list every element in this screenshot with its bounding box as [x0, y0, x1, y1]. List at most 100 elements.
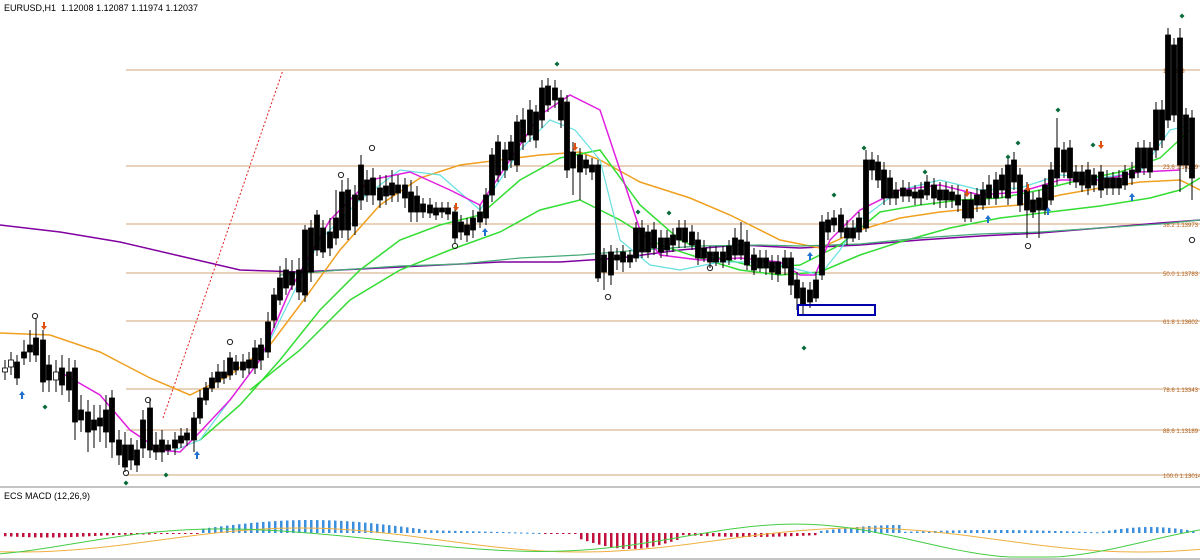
- candle[interactable]: [414, 186, 420, 222]
- candle[interactable]: [639, 220, 645, 258]
- candle[interactable]: [1030, 192, 1036, 218]
- candlesticks[interactable]: [2, 28, 1195, 472]
- candle[interactable]: [751, 248, 757, 275]
- candle[interactable]: [813, 272, 819, 302]
- candle[interactable]: [831, 210, 837, 232]
- candle[interactable]: [651, 222, 657, 255]
- candle[interactable]: [345, 178, 351, 240]
- candle[interactable]: [1042, 178, 1048, 215]
- candle[interactable]: [489, 148, 495, 202]
- candle[interactable]: [999, 168, 1005, 198]
- candle[interactable]: [1067, 140, 1073, 185]
- candle[interactable]: [1085, 162, 1091, 195]
- candle[interactable]: [993, 172, 999, 205]
- candle[interactable]: [40, 330, 46, 392]
- candle[interactable]: [539, 80, 545, 128]
- candle[interactable]: [1098, 165, 1104, 198]
- candle[interactable]: [595, 160, 601, 282]
- candle[interactable]: [78, 395, 84, 432]
- candle[interactable]: [614, 248, 620, 270]
- candle[interactable]: [427, 198, 433, 218]
- candle[interactable]: [931, 178, 937, 205]
- candle[interactable]: [1011, 152, 1017, 190]
- candle[interactable]: [308, 220, 314, 282]
- candle[interactable]: [215, 364, 221, 388]
- candle[interactable]: [738, 222, 744, 260]
- candle[interactable]: [887, 170, 893, 205]
- candle[interactable]: [918, 182, 924, 205]
- candle[interactable]: [221, 360, 227, 384]
- candle[interactable]: [59, 355, 65, 395]
- candle[interactable]: [445, 202, 451, 220]
- candle[interactable]: [775, 255, 781, 282]
- candle[interactable]: [819, 215, 825, 280]
- candle[interactable]: [1122, 165, 1128, 190]
- candle[interactable]: [420, 198, 426, 218]
- candle[interactable]: [433, 202, 439, 220]
- candle[interactable]: [240, 354, 246, 378]
- candle[interactable]: [689, 225, 695, 250]
- candle[interactable]: [464, 218, 470, 242]
- candle[interactable]: [720, 246, 726, 268]
- candle[interactable]: [209, 372, 215, 392]
- candle[interactable]: [732, 228, 738, 260]
- candle[interactable]: [14, 355, 20, 385]
- candle[interactable]: [477, 205, 483, 228]
- candle[interactable]: [103, 395, 109, 448]
- candle[interactable]: [620, 245, 626, 272]
- candle[interactable]: [252, 340, 258, 374]
- candle[interactable]: [140, 410, 146, 458]
- candle[interactable]: [682, 220, 688, 248]
- candle[interactable]: [1165, 28, 1171, 128]
- candle[interactable]: [707, 246, 713, 268]
- candle[interactable]: [277, 266, 283, 305]
- candle[interactable]: [502, 142, 508, 178]
- candle[interactable]: [508, 135, 514, 168]
- candle[interactable]: [794, 272, 800, 310]
- candle[interactable]: [1183, 108, 1189, 172]
- candle[interactable]: [191, 412, 197, 452]
- candle[interactable]: [912, 185, 918, 205]
- candle[interactable]: [2, 360, 8, 380]
- candle[interactable]: [1129, 162, 1135, 185]
- candle[interactable]: [601, 248, 607, 290]
- candle[interactable]: [893, 182, 899, 205]
- candle[interactable]: [545, 78, 551, 112]
- candle[interactable]: [128, 438, 134, 470]
- candle[interactable]: [726, 240, 732, 265]
- candle[interactable]: [769, 255, 775, 280]
- candle[interactable]: [53, 360, 59, 392]
- candle[interactable]: [97, 405, 103, 442]
- candle[interactable]: [109, 390, 115, 458]
- candle[interactable]: [85, 400, 91, 452]
- candle[interactable]: [869, 152, 875, 180]
- candle[interactable]: [21, 340, 27, 365]
- candle[interactable]: [838, 208, 844, 238]
- candle[interactable]: [577, 148, 583, 200]
- candle[interactable]: [527, 100, 533, 142]
- candle[interactable]: [1189, 110, 1195, 200]
- candle[interactable]: [1141, 140, 1147, 175]
- candle[interactable]: [645, 225, 651, 258]
- candle[interactable]: [1054, 118, 1060, 185]
- candle[interactable]: [327, 218, 333, 256]
- candle[interactable]: [676, 220, 682, 248]
- candle[interactable]: [1061, 142, 1067, 178]
- candle[interactable]: [701, 240, 707, 262]
- candle[interactable]: [520, 108, 526, 150]
- candle[interactable]: [1159, 100, 1165, 148]
- candle[interactable]: [552, 80, 558, 108]
- candle[interactable]: [1177, 28, 1183, 192]
- candle[interactable]: [1104, 170, 1110, 195]
- candle[interactable]: [1110, 172, 1116, 195]
- candle[interactable]: [664, 230, 670, 256]
- candle[interactable]: [1091, 168, 1097, 192]
- candle[interactable]: [844, 220, 850, 245]
- candle[interactable]: [377, 175, 383, 208]
- candle[interactable]: [1135, 142, 1141, 178]
- candle[interactable]: [968, 192, 974, 222]
- candle[interactable]: [72, 360, 78, 440]
- candle[interactable]: [757, 250, 763, 272]
